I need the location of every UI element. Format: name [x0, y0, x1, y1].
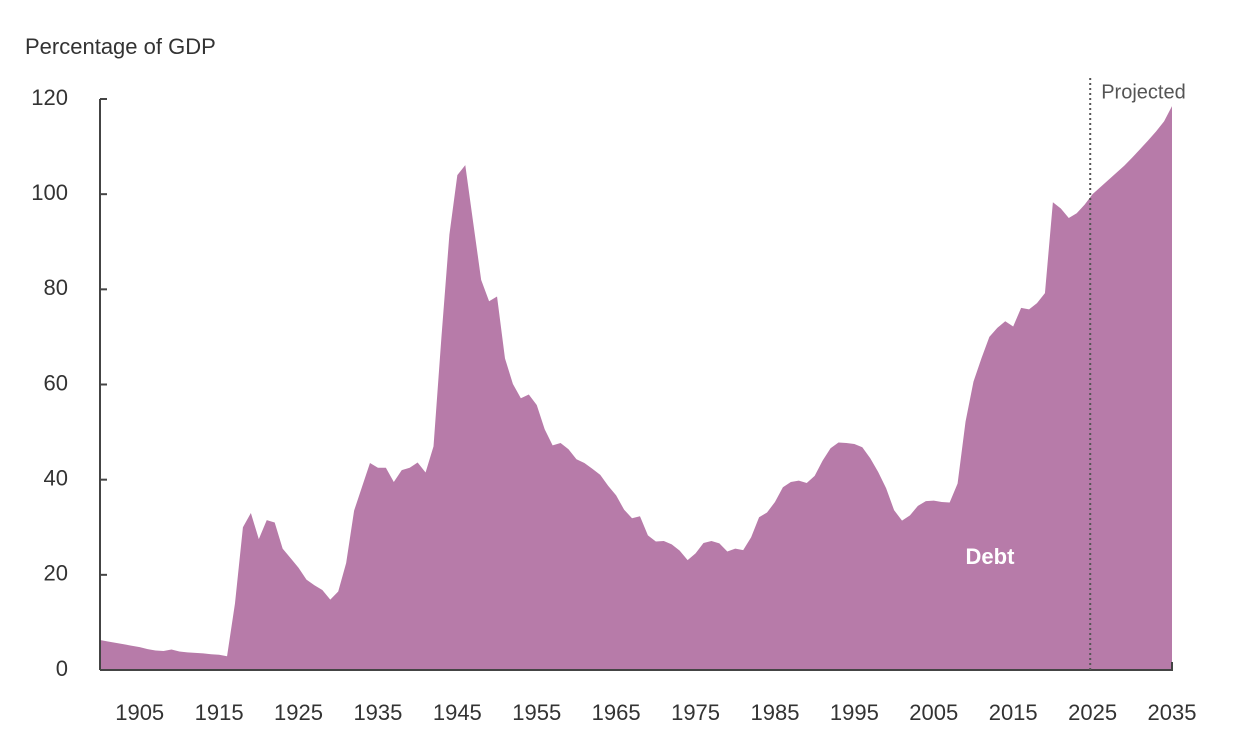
y-tick-label: 20: [44, 561, 68, 586]
x-tick-label: 1965: [592, 700, 641, 725]
x-tick-label: 1985: [750, 700, 799, 725]
x-tick-label: 1905: [115, 700, 164, 725]
y-tick-label: 60: [44, 370, 68, 395]
x-tick-label: 1915: [195, 700, 244, 725]
y-tick-label: 120: [31, 85, 68, 110]
x-tick-label: 1945: [433, 700, 482, 725]
x-tick-label: 1975: [671, 700, 720, 725]
x-tick-label: 1935: [353, 700, 402, 725]
y-axis-label: Percentage of GDP: [25, 34, 216, 59]
x-tick-label: 1955: [512, 700, 561, 725]
x-tick-label: 1995: [830, 700, 879, 725]
x-tick-label: 2005: [909, 700, 958, 725]
x-tick-label: 1925: [274, 700, 323, 725]
annotation: Projected: [1101, 81, 1186, 103]
series-label: Debt: [966, 544, 1016, 569]
y-tick-label: 0: [56, 656, 68, 681]
x-tick-label: 2035: [1148, 700, 1197, 725]
y-tick-label: 100: [31, 180, 68, 205]
y-tick-label: 80: [44, 275, 68, 300]
area: [100, 106, 1172, 670]
y-tick-label: 40: [44, 465, 68, 490]
x-tick-label: 2015: [989, 700, 1038, 725]
x-tick-label: 2025: [1068, 700, 1117, 725]
